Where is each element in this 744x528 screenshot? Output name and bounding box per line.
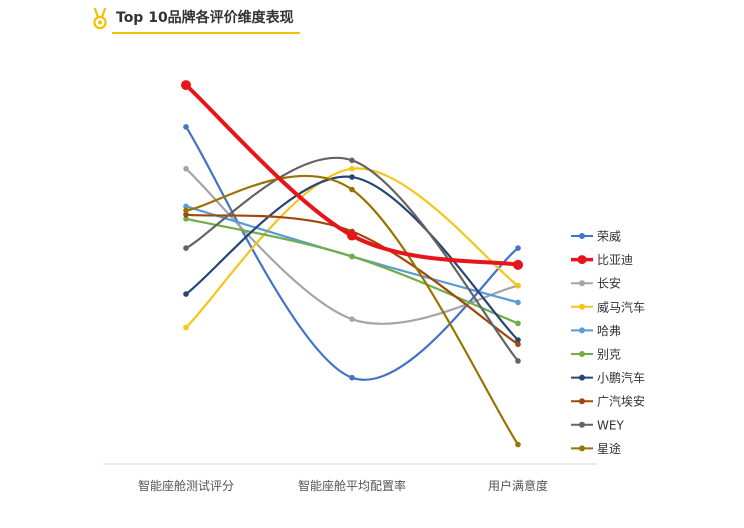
legend-label: 别克 (597, 348, 621, 362)
legend-label: 小鹏汽车 (597, 370, 645, 385)
series-9 (183, 156, 521, 364)
title-underline (112, 32, 300, 34)
x-tick-label: 智能座舱平均配置率 (298, 478, 406, 493)
series-2-point (513, 259, 523, 270)
legend-label: 威马汽车 (597, 299, 645, 314)
series-10-point (349, 186, 355, 193)
legend-item: 荣威 (571, 230, 621, 244)
legend-swatch-marker (579, 421, 585, 428)
series-4-point (349, 165, 355, 172)
legend-label: 长安 (597, 276, 621, 291)
legend-swatch-marker (577, 255, 587, 265)
chart-header: Top 10品牌各评价维度表现 (92, 6, 302, 34)
legend-item: WEY (571, 418, 624, 432)
series-3-point (349, 316, 355, 322)
series-6-point (349, 253, 355, 260)
series-7-point (183, 291, 189, 297)
medal-icon (93, 8, 107, 30)
legend-swatch-marker (579, 445, 585, 452)
legend-swatch-marker (579, 303, 585, 310)
series-5-point (183, 203, 189, 210)
legend-item: 威马汽车 (571, 299, 645, 314)
legend-label: 哈弗 (597, 324, 621, 338)
series-8-point (515, 341, 521, 348)
x-tick-labels: 智能座舱测试评分 智能座舱平均配置率 用户满意度 (138, 478, 548, 493)
series-1-point (183, 124, 189, 130)
series-1 (183, 124, 521, 381)
series-2-point (347, 230, 357, 241)
legend-label: 广汽埃安 (597, 394, 645, 409)
x-tick-label: 智能座舱测试评分 (138, 478, 234, 493)
legend-item: 广汽埃安 (571, 394, 645, 409)
series-2-point (181, 80, 191, 91)
legend-swatch-marker (579, 327, 585, 334)
legend-item: 哈弗 (571, 324, 621, 338)
series-9-point (349, 157, 355, 164)
series-10-point (183, 207, 189, 214)
legend-item: 别克 (571, 348, 621, 362)
series-3-point (183, 165, 189, 172)
legend-label: WEY (597, 418, 624, 432)
series-layer (181, 80, 523, 448)
series-8-point (183, 211, 189, 218)
series-7-point (515, 337, 521, 343)
legend-swatch-marker (579, 374, 585, 381)
series-7 (183, 174, 521, 343)
series-7-point (349, 174, 355, 180)
x-tick-label: 用户满意度 (488, 478, 548, 493)
legend-swatch-marker (579, 351, 585, 357)
series-6-point (515, 320, 521, 327)
legend-swatch-marker (579, 233, 585, 239)
series-1-point (515, 245, 521, 251)
series-10-point (515, 441, 521, 448)
legend-item: 比亚迪 (571, 253, 633, 267)
series-10-line (184, 174, 520, 446)
series-10 (183, 174, 521, 448)
series-1-line (184, 125, 520, 381)
series-6-point (183, 216, 189, 222)
series-5-point (515, 299, 521, 306)
legend-label: 星途 (597, 441, 621, 456)
series-4-point (183, 324, 189, 331)
legend-item: 星途 (571, 441, 621, 456)
legend-label: 荣威 (597, 230, 621, 244)
series-9-point (183, 245, 189, 251)
series-4-point (515, 282, 521, 289)
legend-swatch-marker (579, 398, 585, 405)
series-2 (181, 80, 523, 270)
legend-swatch-marker (579, 280, 585, 287)
series-1-point (349, 374, 355, 381)
chart-title: Top 10品牌各评价维度表现 (116, 10, 294, 26)
series-9-point (515, 358, 521, 364)
series-6 (183, 216, 521, 327)
legend-item: 小鹏汽车 (571, 370, 645, 385)
legend-label: 比亚迪 (597, 253, 633, 267)
legend-item: 长安 (571, 276, 621, 291)
series-4 (183, 165, 521, 331)
